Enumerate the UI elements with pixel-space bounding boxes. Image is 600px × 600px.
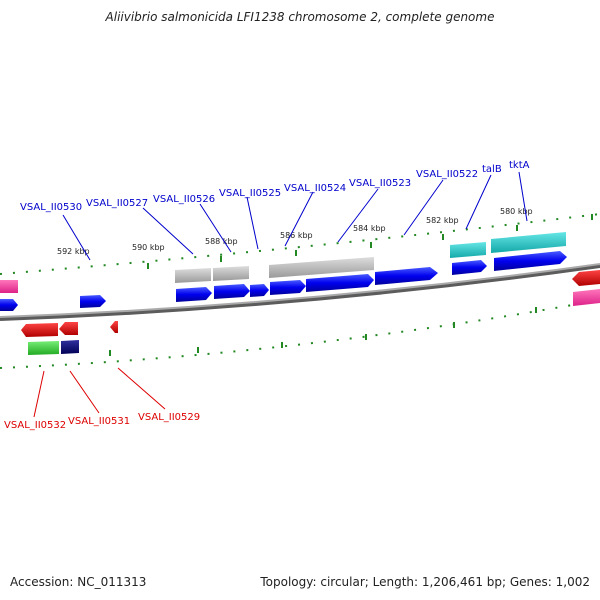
gene-label[interactable]: VSAL_II0527 <box>86 198 148 209</box>
kbp-label-580: 580 kbp <box>500 207 533 216</box>
gene-arrow-reverse[interactable] <box>110 321 118 333</box>
gene-arrow-reverse[interactable] <box>21 323 58 337</box>
feature-navy[interactable] <box>61 340 79 354</box>
feature-gray[interactable] <box>213 266 249 281</box>
gene-label[interactable]: VSAL_II0529 <box>138 412 200 423</box>
reverse-gene-labels: VSAL_II0532 VSAL_II0531 VSAL_II0529 <box>4 412 200 431</box>
feature-cyan[interactable] <box>450 242 486 258</box>
backbone <box>0 263 600 318</box>
gene-label[interactable]: VSAL_II0532 <box>4 420 66 431</box>
feature-gray[interactable] <box>269 257 374 278</box>
feature-pink[interactable] <box>0 280 18 293</box>
gene-arrow-forward[interactable] <box>250 284 269 297</box>
gene-arrow-forward[interactable] <box>270 280 306 295</box>
backbone-shadow <box>0 264 600 321</box>
gene-arrow-forward[interactable] <box>375 267 438 285</box>
feature-pink[interactable] <box>573 289 600 306</box>
gene-arrow-reverse[interactable] <box>59 322 78 335</box>
map-title: Aliivibrio salmonicida LFI1238 chromosom… <box>105 10 495 24</box>
reverse-callout-lines <box>33 367 166 418</box>
gene-label[interactable]: VSAL_II0526 <box>153 194 215 205</box>
kbp-label-582: 582 kbp <box>426 216 459 225</box>
gene-arrow-forward[interactable] <box>306 274 374 292</box>
feature-gray[interactable] <box>175 268 211 283</box>
outer-ring-major-ticks <box>147 214 593 269</box>
gene-label[interactable]: VSAL_II0523 <box>349 178 411 189</box>
accession-label: Accession: NC_011313 <box>10 575 147 589</box>
gene-arrow-forward[interactable] <box>214 284 250 299</box>
kbp-label-592: 592 kbp <box>57 247 90 256</box>
gene-arrow-forward[interactable] <box>176 287 212 302</box>
genome-stats: Topology: circular; Length: 1,206,461 bp… <box>260 575 590 589</box>
kbp-label-590: 590 kbp <box>132 243 165 252</box>
gene-label[interactable]: VSAL_II0524 <box>284 183 346 194</box>
gene-label[interactable]: tktA <box>509 160 530 171</box>
forward-callout-lines <box>62 171 528 261</box>
gene-arrow-forward[interactable] <box>80 295 106 308</box>
forward-strand-genes <box>0 251 567 311</box>
feature-green[interactable] <box>28 341 59 355</box>
gene-label[interactable]: VSAL_II0525 <box>219 188 281 199</box>
gene-label[interactable]: talB <box>482 164 502 175</box>
gene-arrow-reverse[interactable] <box>572 270 600 286</box>
gene-label[interactable]: VSAL_II0530 <box>20 202 82 213</box>
gene-arrow-forward[interactable] <box>452 260 487 275</box>
feature-cyan[interactable] <box>491 232 566 253</box>
gene-label[interactable]: VSAL_II0522 <box>416 169 478 180</box>
reverse-strand-genes <box>21 270 600 337</box>
gene-label[interactable]: VSAL_II0531 <box>68 416 130 427</box>
forward-gene-labels: VSAL_II0530 VSAL_II0527 VSAL_II0526 VSAL… <box>20 160 530 213</box>
kbp-label-588: 588 kbp <box>205 237 238 246</box>
inner-dotted-ring <box>0 299 600 369</box>
outer-feature-row <box>175 232 566 283</box>
kbp-label-586: 586 kbp <box>280 231 313 240</box>
gene-arrow-forward[interactable] <box>0 299 18 311</box>
gene-arrow-forward[interactable] <box>494 251 567 271</box>
kbp-label-584: 584 kbp <box>353 224 386 233</box>
inner-ring-major-ticks <box>109 307 537 356</box>
